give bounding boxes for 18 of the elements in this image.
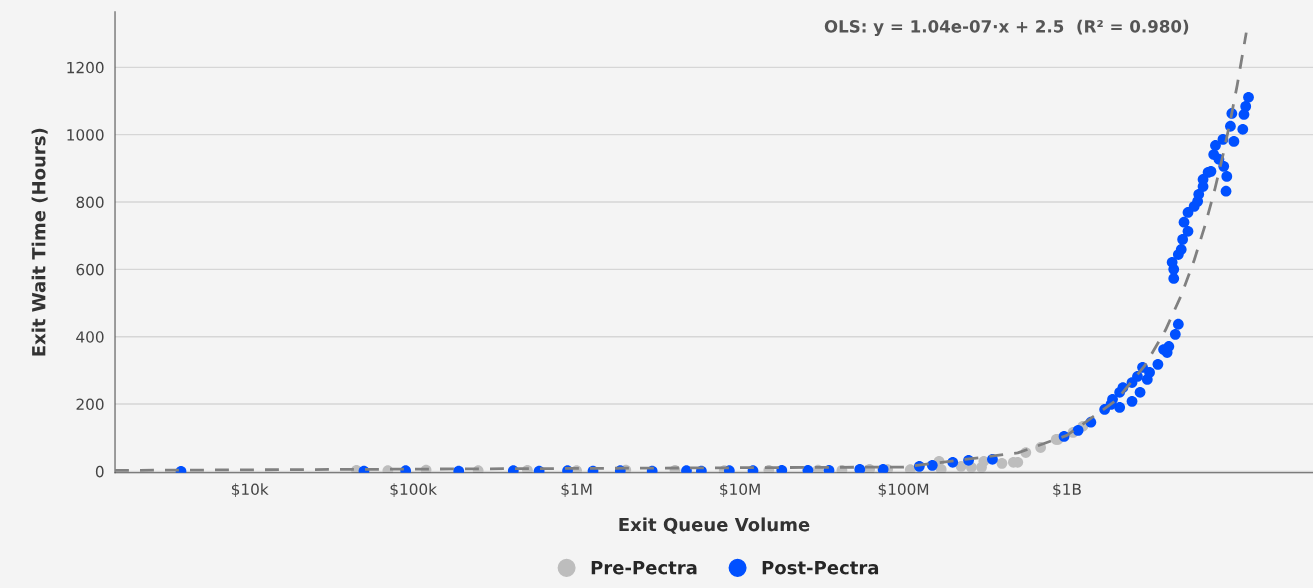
x-axis-title: Exit Queue Volume — [619, 517, 810, 534]
x-tick-label: $10M — [720, 483, 760, 498]
y-axis-title: Exit Wait Time (Hours) — [31, 128, 48, 356]
y-tick-label: 200 — [76, 398, 104, 411]
x-tick-label: $1B — [1053, 483, 1081, 498]
legend-label: Post-Pectra — [762, 561, 879, 575]
x-tick-label: $10k — [231, 483, 269, 498]
annotation: OLS: y = 1.04e-07·x + 2.5 (R² = 0.980) — [824, 19, 1189, 37]
legend-label: Pre-Pectra — [591, 561, 697, 575]
x-tick-label: $100M — [878, 483, 929, 498]
y-tick-label: 1200 — [67, 61, 104, 74]
y-tick-label: 800 — [76, 196, 104, 209]
y-tick-label: 400 — [76, 331, 104, 343]
x-tick-label: $1M — [561, 483, 592, 498]
y-tick-label: 0 — [95, 465, 104, 478]
y-tick-label: 1000 — [67, 129, 104, 141]
x-tick-label: $100k — [390, 483, 437, 498]
y-tick-label: 600 — [76, 263, 104, 276]
